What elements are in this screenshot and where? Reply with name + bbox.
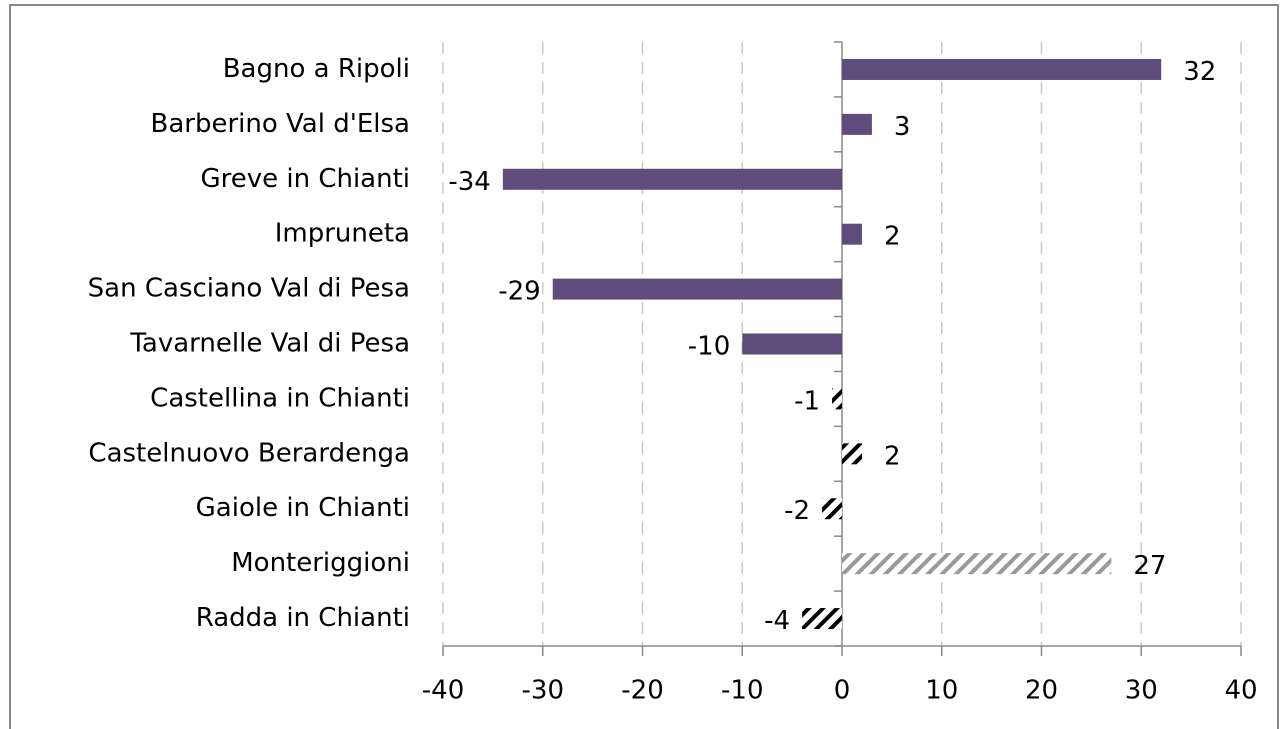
bar xyxy=(842,553,1112,575)
y-tick-label: Radda in Chianti xyxy=(196,603,410,633)
value-label: -4 xyxy=(764,606,790,636)
x-tick-label: 30 xyxy=(1125,676,1158,706)
value-label: 27 xyxy=(1133,551,1166,581)
value-label: -10 xyxy=(688,332,730,362)
y-tick-label: Greve in Chianti xyxy=(200,164,410,194)
y-tick-label: San Casciano Val di Pesa xyxy=(88,274,410,304)
y-tick-label: Bagno a Ripoli xyxy=(223,54,410,84)
bar xyxy=(802,608,842,630)
value-label: 2 xyxy=(884,222,901,252)
bar xyxy=(822,498,842,520)
x-tick-label: -40 xyxy=(422,676,464,706)
bar xyxy=(842,58,1162,80)
value-label: 2 xyxy=(884,441,901,471)
x-tick-label: 20 xyxy=(1025,676,1058,706)
value-label: 3 xyxy=(894,112,911,142)
x-tick-label: -30 xyxy=(522,676,564,706)
bar xyxy=(832,388,842,410)
y-tick-label: Gaiole in Chianti xyxy=(196,493,410,523)
bar xyxy=(552,278,842,300)
bar xyxy=(842,443,862,465)
x-tick-label: 10 xyxy=(925,676,958,706)
value-label: 32 xyxy=(1183,57,1216,87)
y-tick-label: Impruneta xyxy=(275,219,410,249)
chart-frame xyxy=(9,4,1279,729)
value-label: -2 xyxy=(784,496,810,526)
y-tick-label: Tavarnelle Val di Pesa xyxy=(129,329,410,359)
value-label: -1 xyxy=(794,386,820,416)
y-tick-label: Monteriggioni xyxy=(231,548,410,578)
bar xyxy=(742,333,842,355)
y-tick-label: Castelnuovo Berardenga xyxy=(88,438,410,468)
x-tick-label: -20 xyxy=(621,676,663,706)
y-tick-label: Barberino Val d'Elsa xyxy=(151,109,411,139)
bar xyxy=(842,113,872,135)
bar xyxy=(502,168,842,190)
x-tick-label: -10 xyxy=(721,676,763,706)
x-tick-label: 40 xyxy=(1224,676,1257,706)
x-tick-label: 0 xyxy=(834,676,851,706)
value-label: -34 xyxy=(448,167,490,197)
value-label: -29 xyxy=(498,277,540,307)
y-tick-label: Castellina in Chianti xyxy=(150,383,410,413)
bar xyxy=(842,223,862,245)
